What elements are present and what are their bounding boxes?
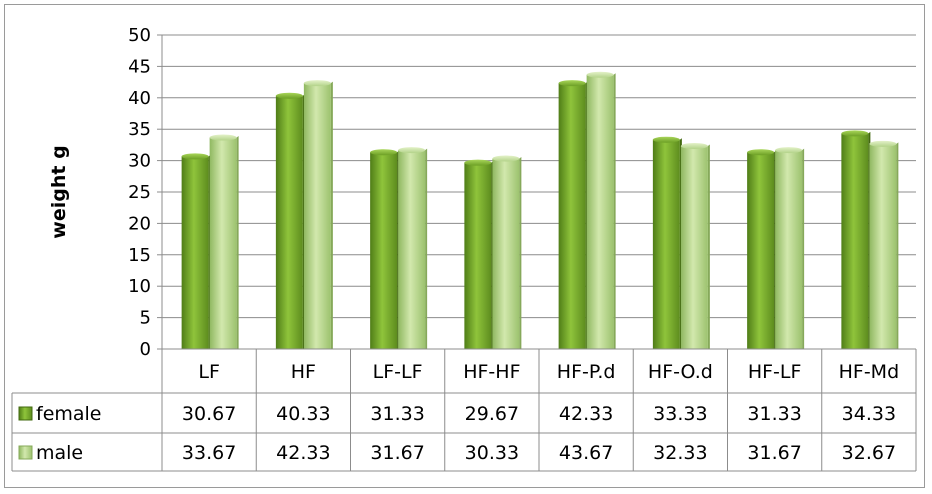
bar-side-male [425, 148, 428, 349]
data-label-male: 31.67 [370, 442, 424, 464]
bar-side-male [613, 73, 616, 349]
bar-female-HF-O.d [652, 139, 680, 349]
data-label-male: 42.33 [276, 442, 330, 464]
x-tick-label: LF-LF [373, 361, 423, 383]
legend-label-male: male [36, 442, 83, 464]
bar-top-male [586, 71, 614, 78]
bar-female-HF-HF [464, 162, 492, 349]
data-label-male: 32.33 [653, 442, 707, 464]
bar-male-HF-Md [869, 143, 897, 349]
data-label-female: 31.33 [370, 403, 424, 425]
x-tick-label: HF-HF [463, 361, 520, 383]
bar-top-male [775, 147, 803, 154]
y-tick-label: 10 [128, 276, 151, 297]
bar-top-male [398, 147, 426, 154]
bar-female-LF-LF [370, 152, 398, 349]
y-tick-label: 0 [140, 339, 151, 360]
bar-male-HF-O.d [680, 145, 708, 349]
bar-top-male [303, 80, 331, 87]
y-tick-label: 15 [128, 245, 151, 266]
y-axis-label-group: weight g [48, 145, 70, 238]
bar-top-male [492, 155, 520, 162]
bar-top-female [747, 149, 775, 156]
x-tick-label: HF-LF [748, 361, 802, 383]
data-label-female: 42.33 [559, 403, 613, 425]
bar-top-female [275, 92, 303, 99]
data-label-male: 43.67 [559, 442, 613, 464]
bar-top-female [370, 149, 398, 156]
bar-side-male [802, 148, 805, 349]
bar-female-HF [275, 95, 303, 349]
y-tick-label: 30 [128, 151, 151, 172]
data-label-female: 29.67 [465, 403, 519, 425]
y-tick-label: 40 [128, 88, 151, 109]
y-tick-label: 45 [128, 56, 151, 77]
x-tick-label: LF [198, 361, 220, 383]
bar-male-HF [303, 83, 331, 349]
data-label-male: 30.33 [465, 442, 519, 464]
bar-side-male [236, 136, 239, 349]
legend-label-female: female [36, 403, 102, 425]
bar-side-male [519, 157, 522, 349]
bar-female-LF [181, 156, 209, 349]
y-tick-label: 35 [128, 119, 151, 140]
bar-male-HF-LF [775, 150, 803, 349]
y-tick-label: 5 [140, 308, 151, 329]
y-tick-label: 50 [128, 25, 151, 46]
bar-side-male [896, 142, 899, 349]
chart-frame: weight g 0 5 10 15 20 25 30 35 40 45 50 LF HF LF-LF H… [4, 4, 925, 488]
bar-top-female [841, 130, 869, 137]
data-label-female: 33.33 [653, 403, 707, 425]
bar-male-LF-LF [398, 150, 426, 349]
legend-key-female [18, 406, 33, 421]
bar-side-male [330, 81, 333, 349]
y-tick-labels: 0 5 10 15 20 25 30 35 40 45 50 [128, 25, 151, 360]
data-label-male: 33.67 [182, 442, 236, 464]
bar-top-female [558, 80, 586, 87]
bar-female-HF-Md [841, 133, 869, 349]
data-label-male: 32.67 [842, 442, 896, 464]
bar-male-LF [209, 137, 237, 349]
bars [181, 71, 899, 349]
data-label-female: 34.33 [842, 403, 896, 425]
y-tick-label: 25 [128, 182, 151, 203]
data-table: LF HF LF-LF HF-HF HF-P.d HF-O.d HF-LF HF-Md fema… [11, 348, 917, 472]
x-tick-label: HF-Md [839, 361, 900, 383]
bar-chart: weight g 0 5 10 15 20 25 30 35 40 45 50 LF HF LF-LF H… [11, 25, 917, 472]
bar-side-male [707, 144, 710, 349]
x-tick-label: HF [291, 361, 316, 383]
data-label-female: 40.33 [276, 403, 330, 425]
bar-top-male [209, 134, 237, 141]
bar-top-male [680, 142, 708, 149]
data-label-female: 30.67 [182, 403, 236, 425]
data-label-male: 31.67 [747, 442, 801, 464]
bar-top-male [869, 140, 897, 147]
bar-male-HF-P.d [586, 74, 614, 349]
y-tick-label: 20 [128, 213, 151, 234]
bar-female-HF-LF [747, 152, 775, 349]
bar-top-female [464, 159, 492, 166]
legend-key-male [18, 445, 33, 460]
x-tick-label: HF-O.d [648, 361, 713, 383]
bar-female-HF-P.d [558, 83, 586, 349]
bar-top-female [181, 153, 209, 160]
bar-male-HF-HF [492, 158, 520, 349]
y-axis-title: weight g [48, 145, 70, 238]
bar-top-female [652, 136, 680, 143]
data-label-female: 31.33 [747, 403, 801, 425]
x-tick-label: HF-P.d [557, 361, 616, 383]
